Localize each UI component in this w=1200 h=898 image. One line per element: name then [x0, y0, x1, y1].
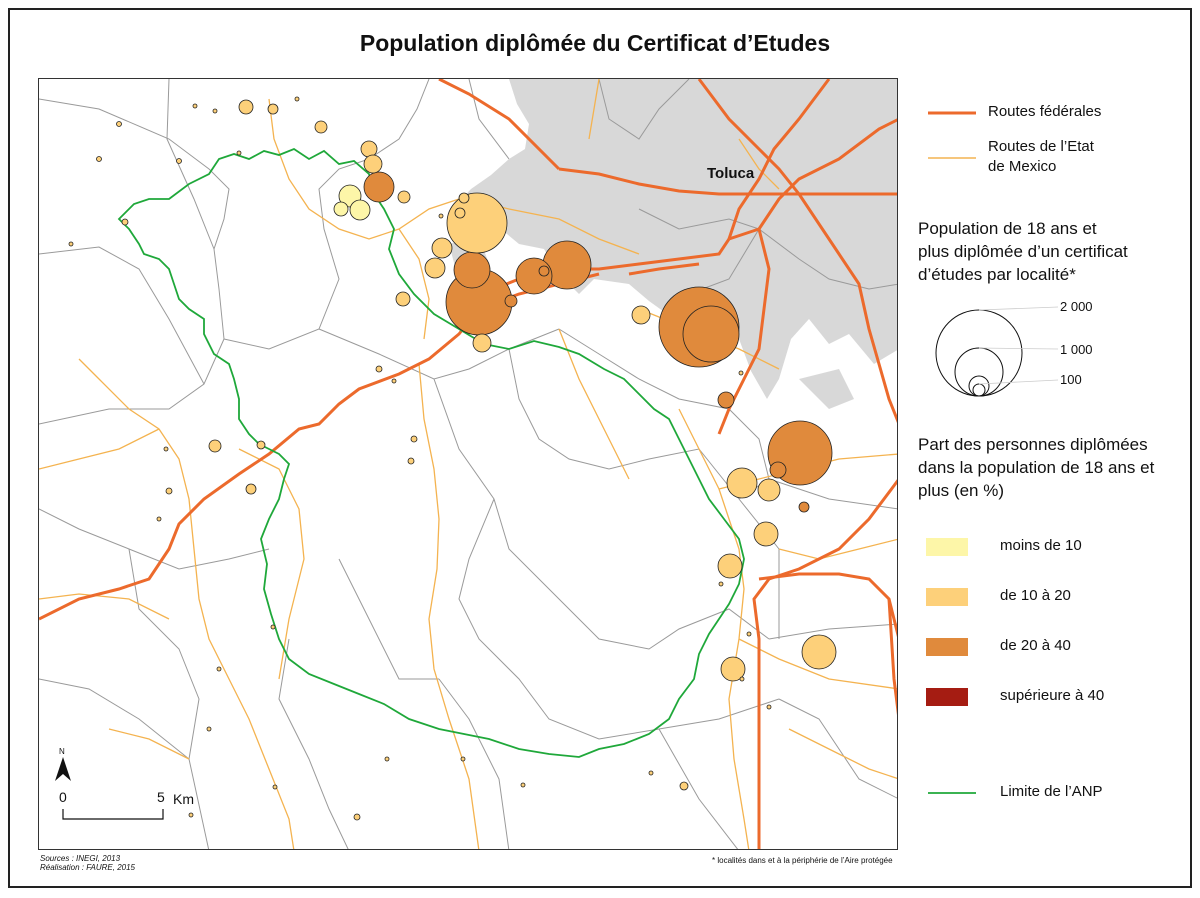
legend-proportional-circles	[935, 306, 1059, 397]
legend-class-gt40: supérieure à 40	[1000, 687, 1105, 704]
legend-federal-road-line	[928, 111, 976, 115]
legend-size-1000: 1 000	[1060, 342, 1093, 357]
legend-swatch-10-20	[926, 588, 968, 606]
federal-roads	[39, 79, 897, 849]
legend-state-roads-1: Routes de l’Etat	[988, 138, 1094, 155]
sources: Sources : INEGI, 2013	[40, 854, 121, 863]
legend-class-10-20: de 10 à 20	[1000, 587, 1071, 604]
legend-swatch-lt10	[926, 538, 968, 556]
legend-size-100: 100	[1060, 372, 1082, 387]
scale-end: 5	[157, 789, 165, 805]
map-area[interactable]: Toluca N 0 5 Km	[38, 78, 898, 850]
scale-start: 0	[59, 789, 67, 805]
legend-swatch-gt40	[926, 688, 968, 706]
legend-size-title-2: plus diplômée d’un certificat	[918, 242, 1128, 261]
map-title: Population diplômée du Certificat d’Etud…	[359, 30, 831, 56]
north-arrow: N	[53, 747, 73, 783]
legend-federal-roads: Routes fédérales	[988, 103, 1102, 120]
legend-size-title-3: d’études par localité*	[918, 265, 1076, 284]
legend-state-roads-2: de Mexico	[988, 158, 1057, 175]
legend-anp-limit: Limite de l’ANP	[1000, 783, 1103, 800]
legend-share-title-3: plus (en %)	[918, 481, 1004, 500]
anp-limit	[117, 147, 745, 758]
footnote: * localités dans et à la périphérie de l…	[712, 856, 893, 865]
locality-circles	[68, 96, 837, 821]
legend-size-2000: 2 000	[1060, 299, 1093, 314]
realisation: Réalisation : FAURE, 2015	[40, 863, 136, 872]
scale-unit: Km	[173, 791, 194, 807]
legend-state-road-line	[928, 157, 976, 159]
scale-bar	[62, 809, 164, 820]
legend-anp-line	[928, 792, 976, 794]
north-arrow-icon	[55, 757, 71, 781]
legend-size-title-1: Population de 18 ans et	[918, 219, 1097, 238]
legend-swatch-20-40	[926, 638, 968, 656]
north-label: N	[59, 747, 65, 756]
map-canvas	[39, 79, 897, 849]
city-label-toluca: Toluca	[707, 165, 755, 182]
legend-class-lt10: moins de 10	[1000, 537, 1082, 554]
municipal-boundaries	[39, 79, 897, 849]
legend-share-title-1: Part des personnes diplômées	[918, 435, 1148, 454]
legend-class-20-40: de 20 à 40	[1000, 637, 1071, 654]
legend-share-title-2: dans la population de 18 ans et	[918, 458, 1155, 477]
